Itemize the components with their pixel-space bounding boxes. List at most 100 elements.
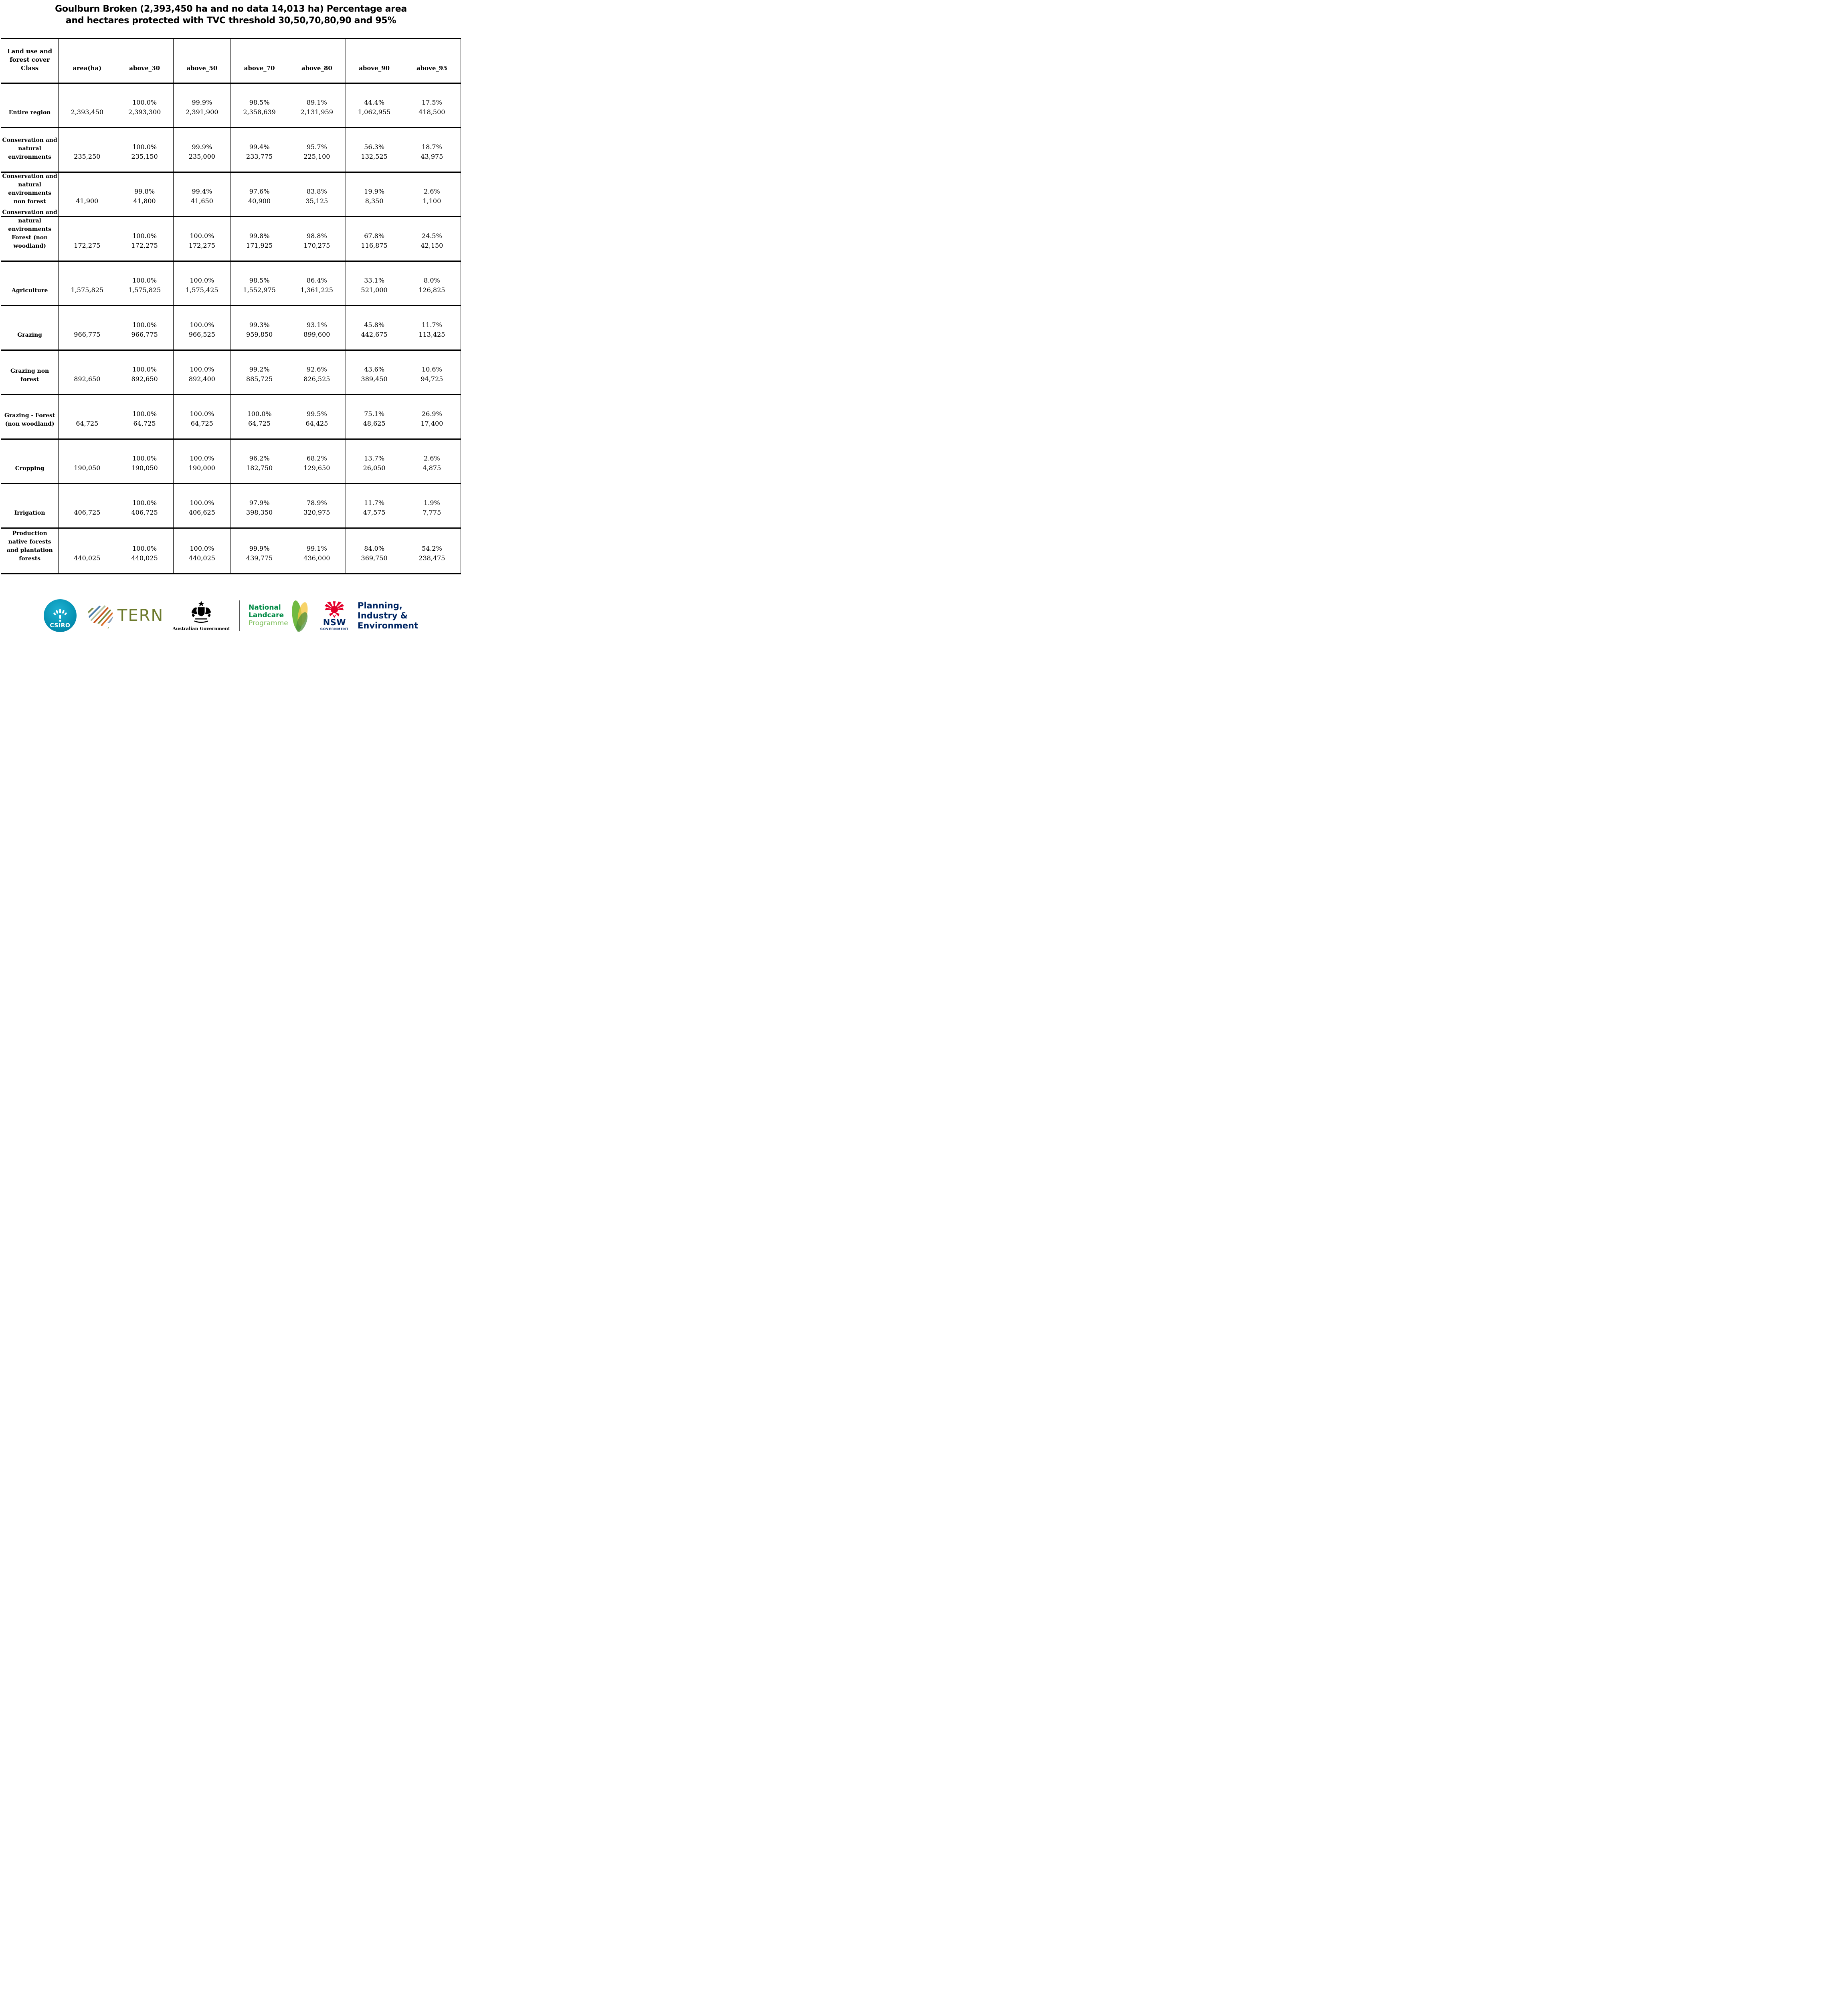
cell-hectares: 2,358,639 (243, 108, 276, 116)
cell-percent: 33.1% (364, 277, 385, 284)
report-title-line2: and hectares protected with TVC threshol… (65, 16, 396, 26)
row-label: Entire region (8, 109, 51, 116)
row-label-cell: Agriculture (1, 262, 59, 306)
data-cell: 1.9% 7,775 (403, 484, 461, 529)
cell-percent: 18.7% (421, 143, 442, 151)
cell-percent: 98.5% (249, 99, 270, 106)
cell-hectares: 439,775 (246, 554, 273, 562)
cell-hectares: 225,100 (303, 153, 330, 160)
area-cell: 892,650 (59, 351, 116, 395)
data-cell: 54.2% 238,475 (403, 529, 461, 573)
cell-hectares: 17,400 (421, 420, 443, 427)
data-cell: 43.6% 389,450 (346, 351, 403, 395)
data-cell: 56.3% 132,525 (346, 128, 403, 173)
cell-percent: 100.0% (132, 499, 157, 507)
cell-hectares: 190,050 (131, 464, 158, 472)
data-cell: 100.0% 966,775 (116, 306, 174, 351)
cell-percent: 45.8% (364, 321, 385, 329)
cell-percent: 99.1% (306, 545, 327, 552)
area-cell: 2,393,450 (59, 84, 116, 128)
area-value: 235,250 (74, 153, 101, 160)
data-cell: 2.6% 4,875 (403, 440, 461, 484)
data-cell: 100.0% 190,000 (173, 440, 231, 484)
header-label: area(ha) (73, 65, 102, 72)
cell-hectares: 235,000 (188, 153, 215, 160)
cell-hectares: 966,775 (131, 331, 158, 338)
cell-hectares: 35,125 (305, 197, 328, 205)
data-cell: 98.5% 2,358,639 (231, 84, 289, 128)
data-cell: 19.9% 8,350 (346, 173, 403, 217)
row-label-cell: Conservation and natural environments Fo… (1, 209, 59, 262)
cell-hectares: 64,725 (133, 420, 156, 427)
header-label: above_95 (416, 65, 447, 72)
row-label: Grazing (17, 332, 42, 338)
data-cell: 13.7% 26,050 (346, 440, 403, 484)
cell-percent: 13.7% (364, 455, 385, 462)
cell-percent: 100.0% (190, 366, 214, 373)
header-cell: above_95 (403, 39, 461, 84)
cell-hectares: 40,900 (248, 197, 271, 205)
cell-hectares: 521,000 (361, 286, 388, 294)
agency-line3: Environment (358, 620, 419, 630)
cell-hectares: 436,000 (303, 554, 330, 562)
cell-percent: 89.1% (306, 99, 327, 106)
cell-hectares: 406,625 (188, 509, 215, 516)
header-label: Land use and forest cover Class (7, 48, 53, 72)
data-cell: 99.9% 439,775 (231, 529, 289, 573)
header-cell: above_70 (231, 39, 289, 84)
cell-hectares: 892,400 (188, 375, 215, 383)
tern-wordmark: TERN (117, 606, 164, 625)
cell-hectares: 1,100 (423, 197, 441, 205)
area-value: 190,050 (74, 464, 101, 472)
cell-hectares: 64,725 (190, 420, 213, 427)
data-cell: 100.0% 892,400 (173, 351, 231, 395)
cell-hectares: 369,750 (361, 554, 388, 562)
cell-percent: 100.0% (190, 499, 214, 507)
area-value: 966,775 (74, 331, 101, 338)
cell-percent: 11.7% (364, 499, 385, 507)
cell-percent: 97.6% (249, 188, 270, 195)
header-cell: area(ha) (59, 39, 116, 84)
cell-hectares: 966,525 (188, 331, 215, 338)
data-cell: 11.7% 47,575 (346, 484, 403, 529)
cell-hectares: 41,650 (190, 197, 213, 205)
cell-hectares: 320,975 (303, 509, 330, 516)
data-cell: 44.4% 1,062,955 (346, 84, 403, 128)
row-label-cell: Cropping (1, 440, 59, 484)
cell-percent: 100.0% (132, 99, 157, 106)
cell-percent: 84.0% (364, 545, 385, 552)
data-cell: 99.3% 959,850 (231, 306, 289, 351)
cell-hectares: 182,750 (246, 464, 273, 472)
divider-line (239, 600, 240, 631)
header-label: above_90 (359, 65, 390, 72)
cell-hectares: 8,350 (365, 197, 384, 205)
cell-hectares: 116,875 (361, 242, 388, 249)
row-label-cell: Production native forests and plantation… (1, 529, 59, 573)
cell-percent: 100.0% (190, 545, 214, 552)
area-cell: 1,575,825 (59, 262, 116, 306)
area-value: 41,900 (76, 197, 99, 205)
cell-percent: 75.1% (364, 410, 385, 418)
data-cell: 99.8% 41,800 (116, 173, 174, 217)
cell-hectares: 64,425 (305, 420, 328, 427)
landcare-line1: National (249, 603, 281, 612)
header-label: above_70 (244, 65, 275, 72)
area-cell: 966,775 (59, 306, 116, 351)
header-cell: above_90 (346, 39, 403, 84)
data-cell: 98.8% 170,275 (288, 217, 346, 262)
area-value: 440,025 (74, 554, 101, 562)
cell-percent: 67.8% (364, 232, 385, 240)
data-cell: 89.1% 2,131,959 (288, 84, 346, 128)
cell-hectares: 398,350 (246, 509, 273, 516)
data-cell: 84.0% 369,750 (346, 529, 403, 573)
row-label-cell: Conservation and natural environments (1, 128, 59, 173)
data-cell: 99.8% 171,925 (231, 217, 289, 262)
cell-percent: 98.5% (249, 277, 270, 284)
cell-percent: 98.8% (306, 232, 327, 240)
cell-percent: 99.8% (249, 232, 270, 240)
area-cell: 41,900 (59, 173, 116, 217)
data-cell: 96.2% 182,750 (231, 440, 289, 484)
nsw-government-logo: NSW GOVERNMENT (320, 601, 349, 631)
cell-hectares: 48,625 (363, 420, 386, 427)
data-cell: 100.0% 966,525 (173, 306, 231, 351)
